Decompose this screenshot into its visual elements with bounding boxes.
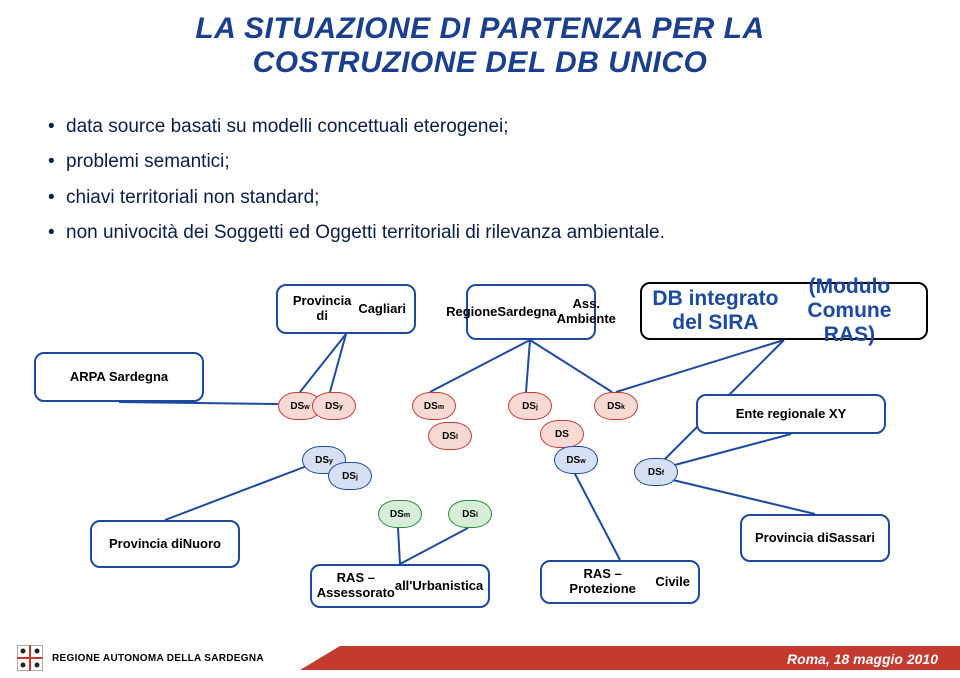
title-line-1: LA SITUAZIONE DI PARTENZA PER LA xyxy=(0,12,960,46)
box-cagliari: Provincia diCagliari xyxy=(276,284,416,334)
bullet-item: problemi semantici; xyxy=(48,147,912,176)
footer-logo: REGIONE AUTONOMA DELLA SARDEGNA xyxy=(16,644,264,672)
box-arpa: ARPA Sardegna xyxy=(34,352,204,402)
box-sira: DB integrato del SIRA(Modulo Comune RAS) xyxy=(640,282,928,340)
ds-node: DS xyxy=(540,420,584,448)
ds-node: DSf xyxy=(634,458,678,486)
box-ente: Ente regionale XY xyxy=(696,394,886,434)
ds-node: DSy xyxy=(312,392,356,420)
slide-title: LA SITUAZIONE DI PARTENZA PER LA COSTRUZ… xyxy=(0,12,960,80)
box-sassari: Provincia diSassari xyxy=(740,514,890,562)
bullet-item: non univocità dei Soggetti ed Oggetti te… xyxy=(48,218,912,247)
footer-date: Roma, 18 maggio 2010 xyxy=(787,651,938,667)
ds-node: DSm xyxy=(412,392,456,420)
ds-node: DSm xyxy=(378,500,422,528)
bullet-list: data source basati su modelli concettual… xyxy=(48,112,912,254)
diagram: ARPA Sardegna Provincia diCagliari Regione… xyxy=(0,264,960,634)
ds-node: DSl xyxy=(448,500,492,528)
slide: { "title": { "line1": "LA SITUAZIONE DI … xyxy=(0,0,960,678)
box-nuoro: Provincia diNuoro xyxy=(90,520,240,568)
box-urbanistica: RAS – Assessoratoall'Urbanistica xyxy=(310,564,490,608)
bullet-item: chiavi territoriali non standard; xyxy=(48,183,912,212)
ds-node: DSj xyxy=(328,462,372,490)
title-line-2: COSTRUZIONE DEL DB UNICO xyxy=(0,46,960,80)
bullet-item: data source basati su modelli concettual… xyxy=(48,112,912,141)
ds-node: DSl xyxy=(428,422,472,450)
box-civile: RAS – ProtezioneCivile xyxy=(540,560,700,604)
ds-node: DSw xyxy=(554,446,598,474)
box-regione: RegioneSardegnaAss. Ambiente xyxy=(466,284,596,340)
sardegna-flag-icon xyxy=(16,644,44,672)
ds-node: DSk xyxy=(594,392,638,420)
footer: REGIONE AUTONOMA DELLA SARDEGNA Roma, 18… xyxy=(0,642,960,678)
footer-logo-text: REGIONE AUTONOMA DELLA SARDEGNA xyxy=(52,653,264,664)
ds-node: DSj xyxy=(508,392,552,420)
